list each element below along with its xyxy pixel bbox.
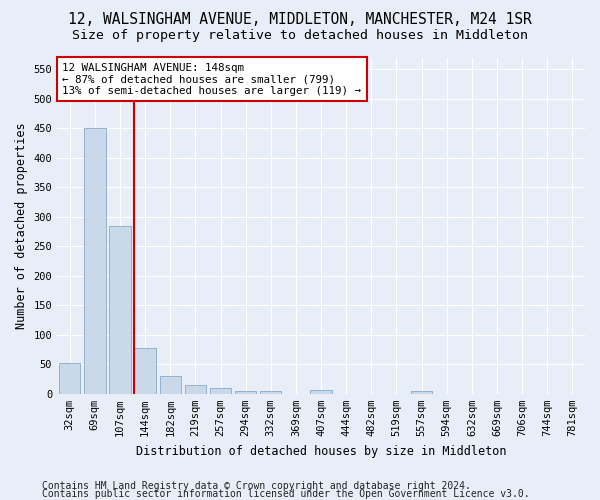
Text: 12 WALSINGHAM AVENUE: 148sqm
← 87% of detached houses are smaller (799)
13% of s: 12 WALSINGHAM AVENUE: 148sqm ← 87% of de… [62, 62, 361, 96]
Bar [260, 391, 281, 394]
Bar [59, 362, 80, 394]
Bar [210, 388, 231, 394]
Bar [411, 391, 433, 394]
Bar [185, 385, 206, 394]
Bar [235, 391, 256, 394]
Bar [84, 128, 106, 394]
Text: 12, WALSINGHAM AVENUE, MIDDLETON, MANCHESTER, M24 1SR: 12, WALSINGHAM AVENUE, MIDDLETON, MANCHE… [68, 12, 532, 28]
Text: Contains HM Land Registry data © Crown copyright and database right 2024.: Contains HM Land Registry data © Crown c… [42, 481, 471, 491]
Text: Size of property relative to detached houses in Middleton: Size of property relative to detached ho… [72, 29, 528, 42]
Bar [310, 390, 332, 394]
Text: Contains public sector information licensed under the Open Government Licence v3: Contains public sector information licen… [42, 489, 530, 499]
X-axis label: Distribution of detached houses by size in Middleton: Distribution of detached houses by size … [136, 444, 506, 458]
Y-axis label: Number of detached properties: Number of detached properties [15, 122, 28, 329]
Bar [109, 226, 131, 394]
Bar [134, 348, 156, 394]
Bar [160, 376, 181, 394]
